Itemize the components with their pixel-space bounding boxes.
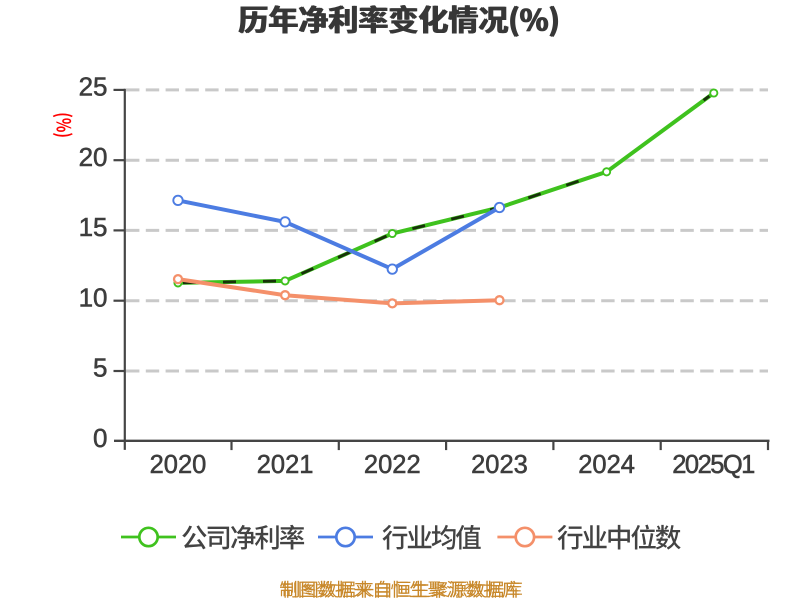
svg-text:5: 5 [93, 353, 107, 383]
svg-text:0: 0 [93, 423, 107, 453]
svg-text:2024: 2024 [578, 451, 635, 479]
svg-text:15: 15 [79, 212, 108, 242]
svg-text:2020: 2020 [150, 451, 207, 479]
svg-text:2022: 2022 [364, 451, 421, 479]
svg-text:25: 25 [79, 72, 108, 102]
svg-text:2021: 2021 [257, 451, 314, 479]
svg-text:10: 10 [79, 282, 108, 312]
svg-text:2023: 2023 [471, 451, 528, 479]
svg-text:20: 20 [79, 142, 108, 172]
svg-text:2025Q1: 2025Q1 [672, 451, 755, 479]
